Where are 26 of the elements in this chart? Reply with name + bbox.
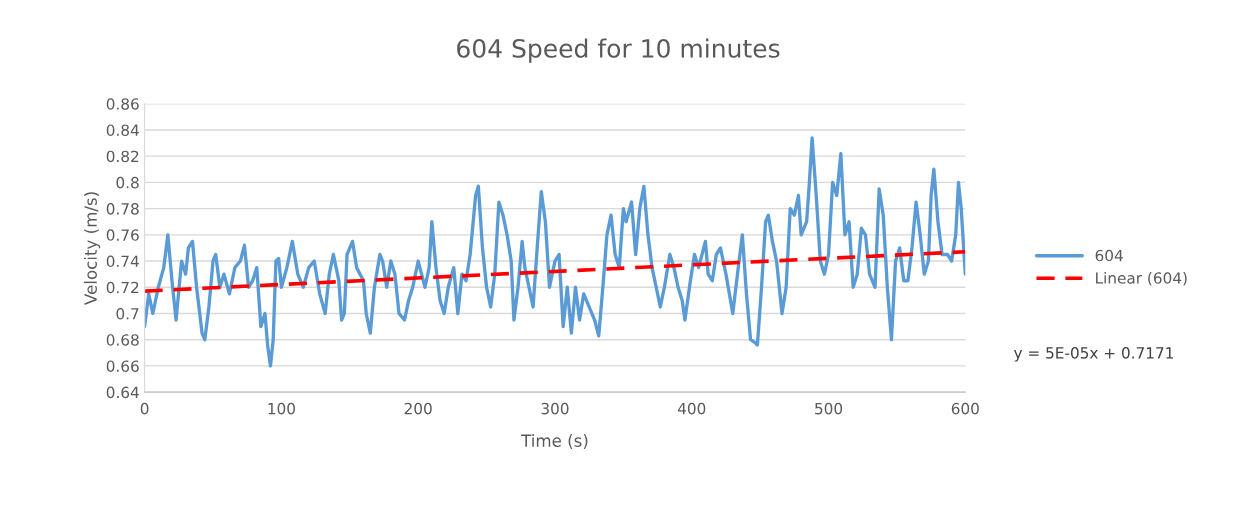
x-tick-label: 400 xyxy=(677,402,706,415)
x-tick-label: 200 xyxy=(404,402,432,415)
y-axis-title: Velocity (m/s) xyxy=(84,192,101,305)
y-tick-label: 0.7 xyxy=(116,307,139,320)
line-series xyxy=(144,136,966,368)
x-tick-label: 100 xyxy=(268,402,295,415)
legend-label: Linear (604) xyxy=(1096,271,1187,286)
x-tick-label: 500 xyxy=(815,402,843,415)
y-tick-label: 0.78 xyxy=(106,203,139,215)
x-tick-label: 0 xyxy=(140,402,149,415)
text: y = 5E-05x + 0.7171 xyxy=(1013,347,1173,362)
chart-title: 604 Speed for 10 minutes xyxy=(457,38,780,63)
y-tick-label: 0.84 xyxy=(106,124,139,136)
y-tick-label: 0.86 xyxy=(106,98,139,110)
y-tick-label: 0.74 xyxy=(106,255,139,268)
y-tick-label: 0.64 xyxy=(106,386,139,399)
y-tick-label: 0.82 xyxy=(106,150,139,163)
y-tick-label: 0.66 xyxy=(106,360,139,372)
y-tick-label: 0.68 xyxy=(106,334,139,346)
y-tick-label: 0.72 xyxy=(106,281,139,294)
y-tick-label: 0.8 xyxy=(116,176,139,189)
x-tick-label: 600 xyxy=(951,402,979,415)
y-tick-label: 0.76 xyxy=(106,229,139,241)
legend-label: 604 xyxy=(1095,249,1123,262)
x-axis-title: Time (s) xyxy=(521,434,588,449)
x-tick-label: 300 xyxy=(541,402,569,415)
